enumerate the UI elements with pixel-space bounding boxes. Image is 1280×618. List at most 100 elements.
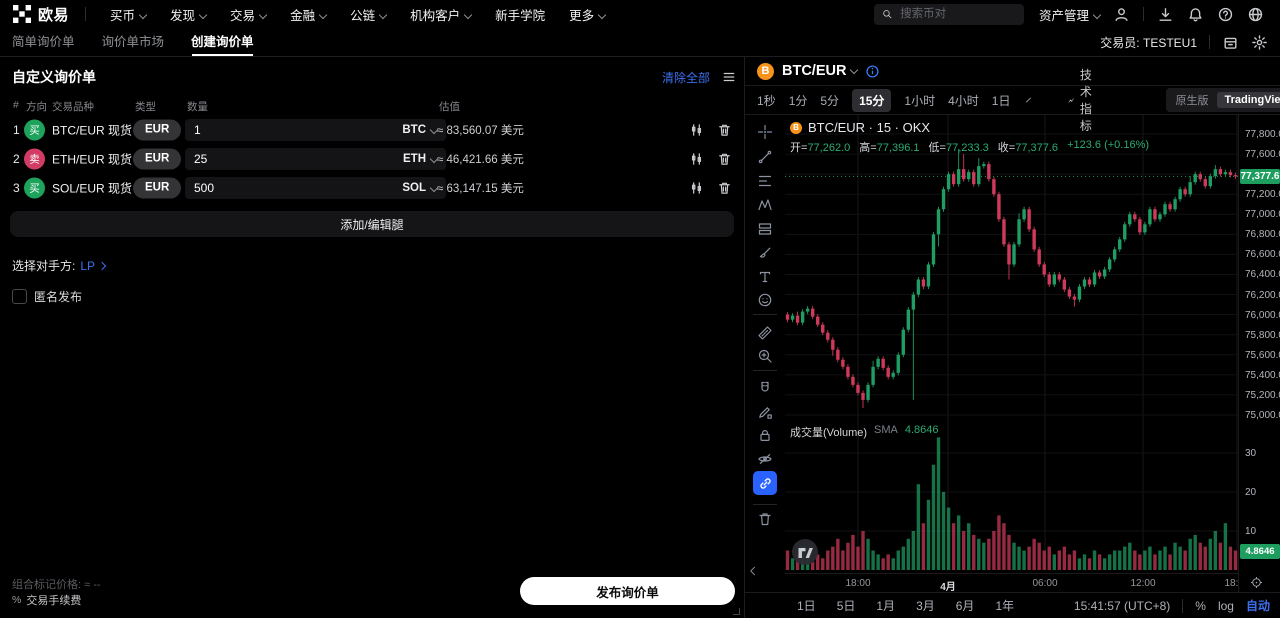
currency-type-pill[interactable]: EUR [133, 119, 182, 140]
quantity-value[interactable]: 25 [194, 151, 208, 166]
long-position-tool-icon[interactable] [757, 221, 773, 237]
crosshair-tool-icon[interactable] [757, 124, 773, 140]
tab-simple-rfq[interactable]: 简单询价单 [12, 35, 75, 49]
measure-ruler-tool-icon[interactable] [757, 325, 773, 341]
time-axis[interactable]: 18:00 4月 06:00 12:00 18:00 [785, 573, 1238, 593]
scroll-to-realtime-icon[interactable] [1250, 576, 1263, 589]
currency-type-pill[interactable]: EUR [133, 177, 182, 198]
anonymous-checkbox[interactable] [12, 289, 27, 304]
nav-item-discover[interactable]: 发现 [170, 5, 208, 24]
help-icon[interactable] [1217, 6, 1234, 23]
panel-menu-icon[interactable] [722, 70, 736, 84]
side-badge-sell[interactable]: 卖 [24, 148, 45, 169]
quantity-value[interactable]: 1 [194, 122, 201, 137]
hide-drawings-eye-icon[interactable] [757, 451, 773, 467]
nav-item-academy[interactable]: 新手学院 [495, 8, 546, 23]
tab-create-rfq[interactable]: 创建询价单 [191, 28, 254, 56]
zoom-in-tool-icon[interactable] [757, 348, 773, 364]
nav-divider [85, 7, 87, 21]
indicators-button[interactable]: 技术指标 [1068, 66, 1100, 134]
price-axis[interactable]: 77,800.077,600.077,400.077,200.077,000.0… [1238, 115, 1280, 592]
quantity-input[interactable]: 25 ETH [185, 147, 446, 170]
delete-leg-trash-icon[interactable] [717, 122, 732, 137]
nav-item-institutional[interactable]: 机构客户 [410, 5, 473, 24]
clear-all-link[interactable]: 清除全部 [661, 70, 710, 85]
range-1d[interactable]: 1日 [797, 599, 816, 613]
percent-scale-button[interactable]: % [1195, 598, 1206, 613]
fib-retracement-tool-icon[interactable] [757, 173, 773, 189]
toggle-native-version[interactable]: 原生版 [1175, 95, 1209, 107]
panel-resize-corner[interactable] [733, 608, 740, 615]
brush-tool-icon[interactable] [757, 245, 773, 261]
instrument-selector[interactable]: BTC/EUR 现货 [52, 121, 144, 138]
counterparty-link[interactable]: LP [80, 259, 107, 273]
instrument-selector[interactable]: SOL/EUR 现货 [52, 179, 144, 196]
interval-1d[interactable]: 1日 [991, 93, 1011, 108]
range-5d[interactable]: 5日 [836, 599, 856, 613]
xabcd-pattern-tool-icon[interactable] [757, 197, 773, 213]
range-3mo[interactable]: 3月 [916, 599, 935, 613]
unit-selector[interactable]: BTC [402, 124, 439, 136]
toggle-tradingview[interactable]: TradingView [1216, 92, 1280, 108]
lock-all-drawings-icon[interactable] [757, 427, 773, 443]
nav-item-chain[interactable]: 公链 [350, 5, 388, 24]
collapse-toolbar-chevron[interactable] [747, 565, 759, 577]
interval-more-chevron[interactable] [1026, 97, 1032, 103]
currency-type-pill[interactable]: EUR [133, 148, 182, 169]
log-scale-button[interactable]: log [1217, 598, 1234, 613]
user-icon[interactable] [1113, 6, 1130, 23]
remove-drawings-trash-icon[interactable] [757, 511, 773, 527]
delete-leg-trash-icon[interactable] [717, 151, 732, 166]
interval-15m-active[interactable]: 15分 [852, 88, 892, 112]
tab-rfq-market[interactable]: 询价单市场 [101, 35, 165, 49]
side-badge-buy[interactable]: 买 [24, 119, 45, 140]
quantity-value[interactable]: 500 [194, 180, 215, 195]
range-1y[interactable]: 1年 [995, 599, 1015, 613]
trend-line-tool-icon[interactable] [757, 149, 773, 165]
unit-selector[interactable]: ETH [403, 153, 439, 165]
interval-1s[interactable]: 1秒 [757, 93, 776, 108]
chart-candles-icon[interactable] [689, 122, 704, 137]
publish-rfq-button[interactable]: 发布询价单 [520, 577, 735, 605]
sync-drawings-link-active[interactable] [753, 471, 777, 495]
okx-logo[interactable] [12, 4, 32, 24]
assets-menu[interactable]: 资产管理 [1039, 5, 1102, 24]
logo-text[interactable]: 欧易 [38, 6, 70, 24]
interval-5m[interactable]: 5分 [820, 93, 840, 108]
quantity-input[interactable]: 500 SOL [185, 176, 446, 199]
auto-scale-button[interactable]: 自动 [1245, 599, 1270, 613]
orders-box-icon[interactable] [1222, 34, 1239, 51]
side-badge-buy[interactable]: 买 [24, 177, 45, 198]
chart-candles-icon[interactable] [689, 151, 704, 166]
nav-item-finance[interactable]: 金融 [290, 5, 328, 24]
language-globe-icon[interactable] [1247, 6, 1264, 23]
price-tick: 76,400.0 [1245, 269, 1280, 281]
interval-4h[interactable]: 4小时 [948, 93, 979, 108]
notifications-bell-icon[interactable] [1187, 6, 1204, 23]
search-input[interactable] [898, 7, 1016, 21]
interval-1m[interactable]: 1分 [788, 93, 808, 108]
download-app-icon[interactable] [1157, 6, 1174, 23]
drawing-mode-lock-icon[interactable] [757, 404, 773, 420]
interval-1h[interactable]: 1小时 [904, 93, 936, 108]
nav-item-more[interactable]: 更多 [569, 5, 607, 24]
delete-leg-trash-icon[interactable] [717, 180, 732, 195]
nav-item-buy-crypto[interactable]: 买币 [110, 5, 148, 24]
instrument-selector[interactable]: ETH/EUR 现货 [52, 150, 144, 167]
settings-gear-icon[interactable] [1251, 34, 1268, 51]
symbol-selector[interactable]: BTC/EUR [782, 63, 859, 79]
quantity-input[interactable]: 1 BTC [185, 118, 446, 141]
search-box[interactable] [873, 3, 1024, 25]
magnet-tool-icon[interactable] [757, 380, 773, 396]
add-edit-legs-button[interactable]: 添加/编辑腿 [10, 211, 734, 237]
unit-selector[interactable]: SOL [402, 182, 439, 194]
chart-candles-icon[interactable] [689, 180, 704, 195]
chart-clock[interactable]: 15:41:57 (UTC+8) [1073, 598, 1171, 613]
range-1mo[interactable]: 1月 [876, 599, 896, 613]
range-6mo[interactable]: 6月 [955, 599, 975, 613]
text-tool-icon[interactable] [757, 269, 773, 285]
emoji-tool-icon[interactable] [757, 292, 773, 308]
symbol-info-icon[interactable] [865, 64, 880, 79]
nav-item-trade[interactable]: 交易 [230, 5, 268, 24]
candlestick-chart[interactable] [785, 115, 1238, 573]
